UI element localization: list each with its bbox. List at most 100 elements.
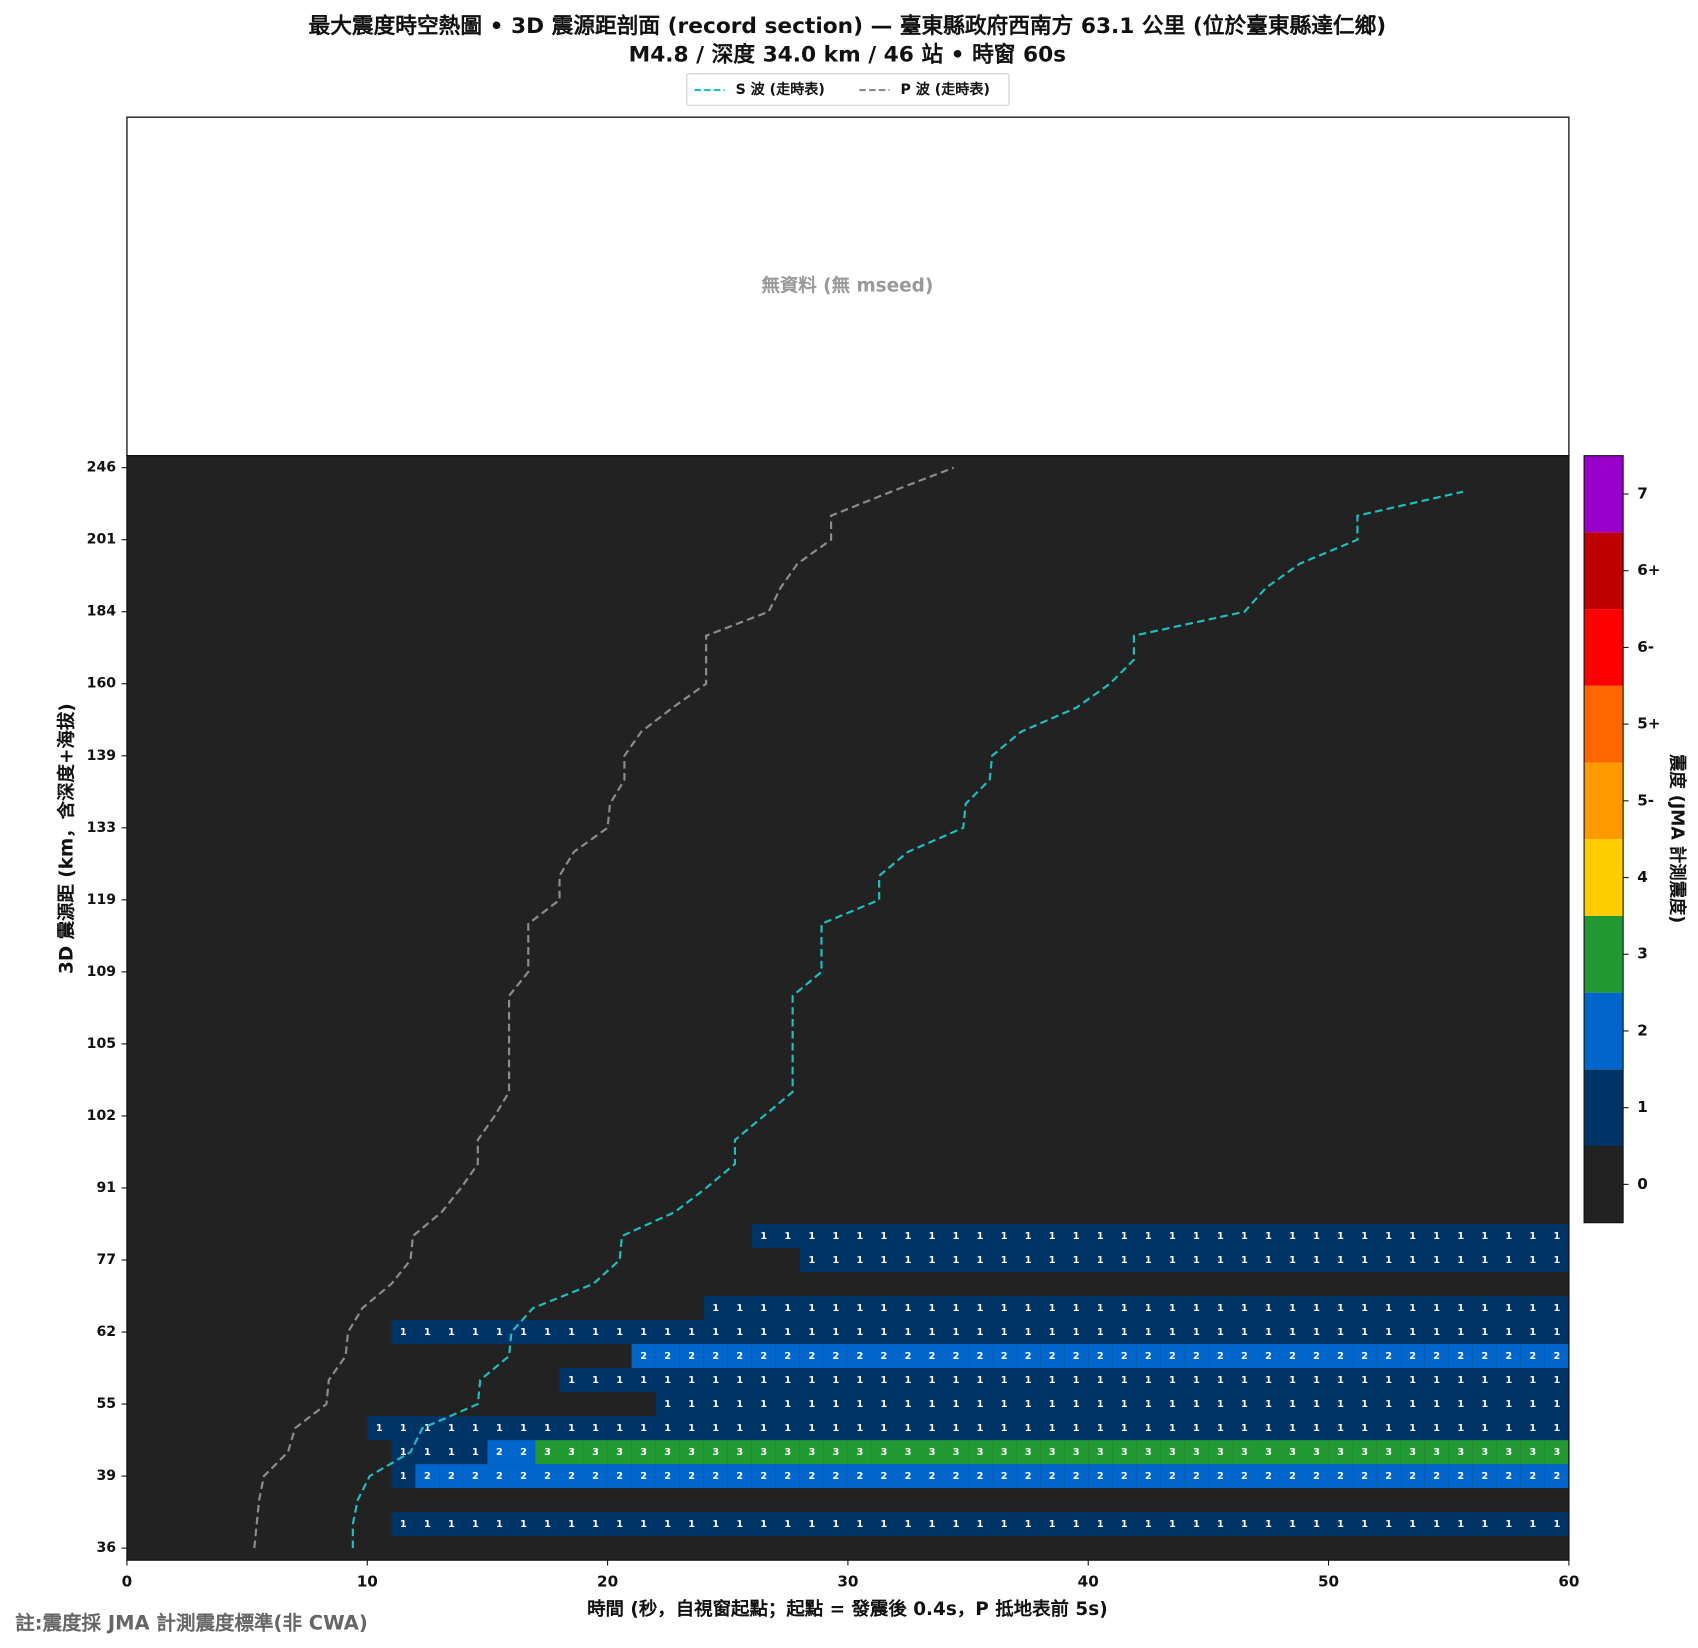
heat-cell	[1016, 1296, 1041, 1321]
cell-label: 1	[953, 1327, 960, 1338]
heat-cell	[1016, 1416, 1041, 1441]
cell-label: 1	[1481, 1327, 1488, 1338]
cell-label: 2	[977, 1471, 984, 1482]
cell-label: 1	[1505, 1327, 1512, 1338]
heat-cell	[559, 1440, 584, 1465]
cell-label: 1	[881, 1231, 888, 1242]
cell-label: 1	[1121, 1423, 1128, 1434]
heat-cell	[968, 1344, 993, 1369]
cell-label: 1	[857, 1519, 864, 1530]
cell-label: 3	[1529, 1447, 1536, 1458]
heat-cell	[823, 1223, 848, 1248]
cell-label: 1	[1073, 1255, 1080, 1266]
cell-label: 3	[592, 1447, 599, 1458]
heat-cell	[968, 1247, 993, 1273]
heat-cell	[1016, 1464, 1041, 1489]
heat-cell	[487, 1416, 512, 1441]
cell-label: 1	[1337, 1399, 1344, 1410]
cell-label: 1	[1217, 1255, 1224, 1266]
cell-label: 3	[1289, 1447, 1296, 1458]
cell-label: 1	[1553, 1303, 1560, 1314]
cell-label: 1	[1481, 1231, 1488, 1242]
heat-cell	[895, 1392, 921, 1417]
cell-label: 1	[1145, 1423, 1152, 1434]
heat-cell	[1304, 1223, 1329, 1248]
heat-cell	[727, 1344, 752, 1369]
cell-label: 1	[1025, 1231, 1032, 1242]
cell-label: 1	[1217, 1231, 1224, 1242]
cell-label: 1	[1121, 1231, 1128, 1242]
heat-cell	[944, 1344, 969, 1369]
heat-cell	[823, 1416, 848, 1441]
heat-cell	[679, 1464, 704, 1489]
heat-cell	[968, 1464, 993, 1489]
cell-label: 1	[616, 1423, 623, 1434]
cell-label: 1	[953, 1519, 960, 1530]
heat-cell	[1208, 1296, 1233, 1321]
heat-cell	[607, 1464, 632, 1489]
heat-cell	[1064, 1344, 1089, 1369]
cell-label: 3	[1145, 1447, 1152, 1458]
heat-cell	[751, 1344, 776, 1369]
cell-label: 1	[808, 1231, 815, 1242]
y-tick-label: 91	[96, 1180, 116, 1196]
heat-cell	[1448, 1512, 1473, 1537]
heat-cell	[1016, 1223, 1041, 1248]
heat-cell	[847, 1440, 872, 1465]
cell-label: 1	[1145, 1327, 1152, 1338]
heat-cell	[727, 1320, 752, 1345]
heat-cell	[679, 1392, 704, 1417]
cell-label: 1	[736, 1423, 743, 1434]
cell-label: 1	[496, 1423, 503, 1434]
cell-label: 1	[1265, 1423, 1272, 1434]
x-tick-label: 20	[597, 1572, 618, 1590]
heat-cell	[415, 1464, 440, 1489]
colorbar-tick-label: 1	[1637, 1098, 1648, 1116]
heat-cell	[751, 1392, 776, 1417]
heat-cell	[1136, 1368, 1161, 1393]
cell-label: 1	[1505, 1231, 1512, 1242]
cell-label: 1	[881, 1303, 888, 1314]
heat-cell	[1520, 1512, 1545, 1537]
heat-cell	[895, 1320, 921, 1345]
heat-cell	[535, 1440, 560, 1465]
cell-label: 1	[1193, 1255, 1200, 1266]
heat-cell	[1184, 1512, 1209, 1537]
cell-label: 1	[1025, 1399, 1032, 1410]
y-tick-label: 184	[87, 604, 117, 620]
heat-cell	[703, 1296, 728, 1321]
heat-cell	[1280, 1296, 1305, 1321]
heat-cell	[535, 1416, 560, 1441]
heat-cell	[1256, 1223, 1281, 1248]
cell-label: 3	[1433, 1447, 1440, 1458]
cell-label: 1	[1049, 1231, 1056, 1242]
heat-cell	[1472, 1296, 1497, 1321]
cell-label: 1	[833, 1519, 840, 1530]
heat-cell	[1400, 1320, 1425, 1345]
cell-label: 1	[953, 1375, 960, 1386]
cell-label: 2	[1313, 1471, 1320, 1482]
heat-cell	[1112, 1344, 1137, 1369]
cell-label: 1	[1169, 1375, 1176, 1386]
y-tick-label: 102	[87, 1108, 116, 1124]
cell-label: 1	[1337, 1303, 1344, 1314]
heat-cell	[1016, 1344, 1041, 1369]
heat-cell	[1520, 1368, 1545, 1393]
cell-label: 1	[1097, 1423, 1104, 1434]
colorbar-swatch	[1584, 685, 1624, 763]
cell-label: 1	[929, 1399, 936, 1410]
cell-label: 2	[1433, 1471, 1440, 1482]
heat-cell	[1352, 1223, 1377, 1248]
heat-cell	[439, 1464, 464, 1489]
cell-label: 3	[712, 1447, 719, 1458]
cell-label: 1	[1433, 1375, 1440, 1386]
cell-label: 2	[1337, 1471, 1344, 1482]
heat-cell	[607, 1512, 632, 1537]
heat-cell	[968, 1320, 993, 1345]
heat-cell	[1496, 1368, 1521, 1393]
heat-cell	[367, 1416, 392, 1441]
heat-cell	[1352, 1464, 1377, 1489]
heat-cell	[1448, 1440, 1473, 1465]
heat-cell	[968, 1440, 993, 1465]
cell-label: 1	[592, 1423, 599, 1434]
